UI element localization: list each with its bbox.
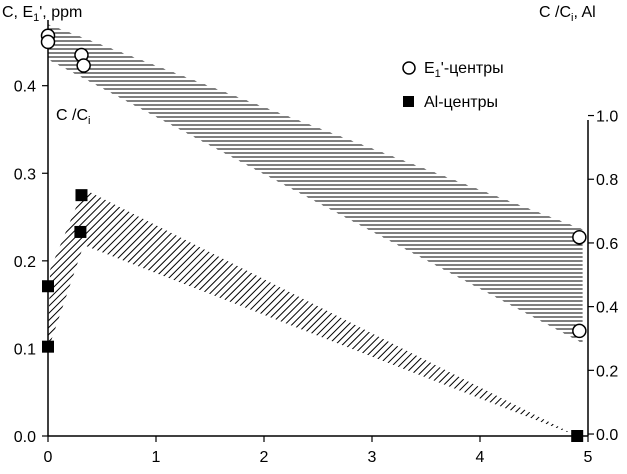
x-tick-label: 5	[584, 449, 593, 466]
legend-marker-al	[403, 96, 414, 107]
y-right-tick-label: 0.8	[596, 172, 618, 189]
legend: E1'-центры Al-центры	[402, 60, 504, 111]
y-left-tick-label: 0.2	[14, 254, 36, 271]
legend-marker-e1	[402, 61, 416, 75]
e1-point	[572, 229, 587, 245]
x-tick-label: 1	[152, 449, 161, 466]
y-right-axis-title: C /Ci, Al	[539, 4, 596, 24]
x-tick-label: 3	[368, 449, 377, 466]
bands-layer	[48, 24, 583, 436]
y-left-axis-title: C, E1', ppm	[2, 4, 82, 24]
ticks-layer: 0 1 2 3 4 50.00.10.20.30.40.00.20.40.60.81.0	[14, 79, 619, 466]
al-point	[42, 340, 54, 353]
e1-point	[40, 34, 56, 50]
al-point	[571, 430, 584, 442]
al-point	[74, 225, 87, 238]
y-right-tick-label: 1.0	[596, 109, 618, 126]
x-tick-label: 2	[260, 449, 269, 466]
y-left-tick-label: 0.1	[14, 341, 36, 358]
x-tick-label: 4	[476, 449, 485, 466]
y-right-tick-label: 0.6	[596, 236, 618, 253]
legend-label-al: Al-центры	[424, 94, 498, 111]
al-band	[48, 189, 578, 436]
y-left-tick-label: 0.3	[14, 166, 36, 183]
y-left-tick-label: 0.0	[14, 429, 36, 446]
y-right-tick-label: 0.0	[596, 427, 618, 444]
y-right-tick-label: 0.2	[596, 363, 618, 380]
y-left-tick-label: 0.4	[14, 79, 36, 96]
x-tick-label: 0	[44, 449, 53, 466]
e1-point	[572, 323, 587, 339]
al-point	[75, 189, 88, 202]
e1-band	[48, 24, 583, 344]
points-layer	[40, 28, 587, 442]
legend-label-e1: E1'-центры	[424, 60, 504, 80]
band-annotation: C /Ci	[56, 107, 90, 127]
e1-point	[76, 58, 91, 73]
al-point	[42, 280, 54, 293]
y-right-tick-label: 0.4	[596, 300, 618, 317]
